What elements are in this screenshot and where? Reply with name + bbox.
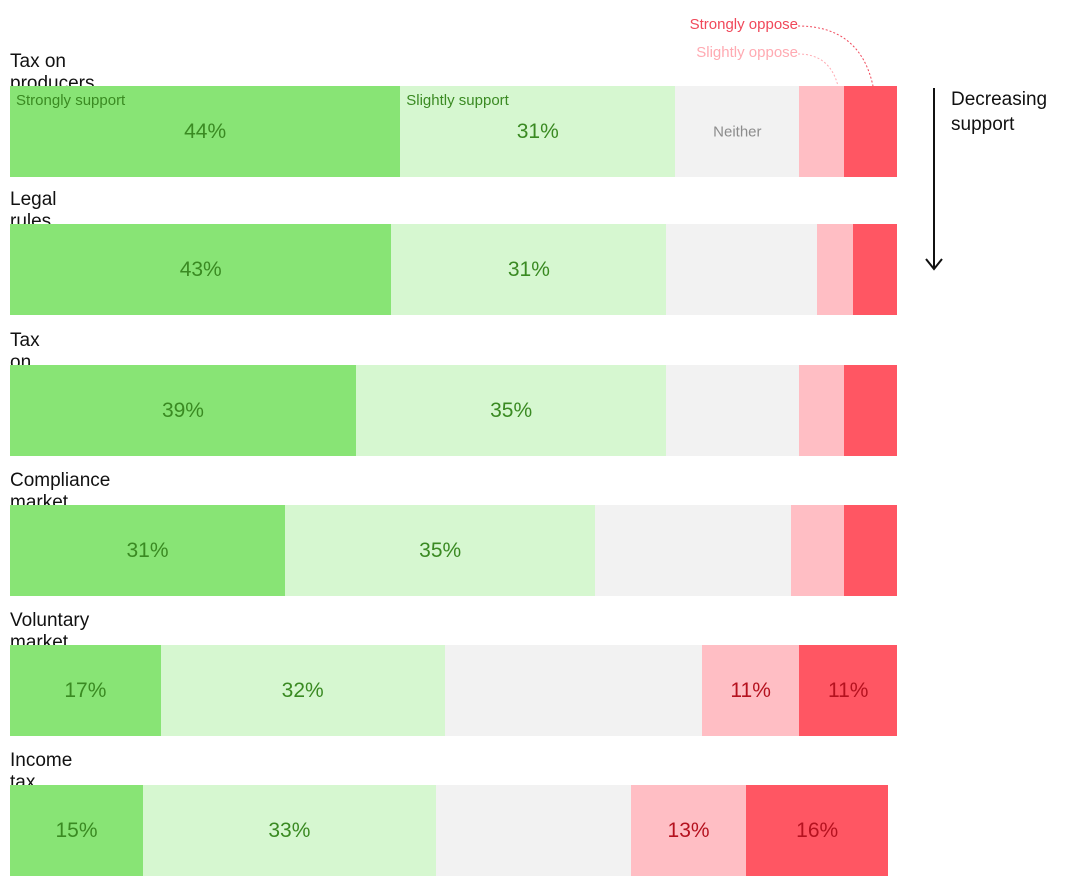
data-label: 11% (730, 678, 771, 702)
legend-leader-lines (797, 25, 874, 87)
data-label: 31% (507, 257, 550, 281)
data-label: 43% (179, 257, 222, 281)
bar-segment-strongly-oppose: 16% (746, 785, 889, 876)
bar-segment-slightly-support: 35% (355, 365, 667, 456)
data-label: 32% (281, 678, 324, 702)
bar-segment-strongly-oppose: 11% (799, 645, 897, 736)
bar-segment-strongly-support: 17% (10, 645, 161, 736)
legend-slightly-oppose: Slightly oppose (696, 44, 798, 61)
bar-segment-strongly-support: 31% (10, 505, 285, 596)
bar-segment-slightly-oppose (817, 224, 853, 315)
data-label: 35% (490, 398, 533, 422)
data-label: 39% (161, 398, 204, 422)
legend-strongly-support: Strongly support (16, 92, 126, 109)
bar-segment-slightly-support: 32% (160, 645, 445, 736)
bar-segment-strongly-support: 43% (10, 224, 392, 315)
bar-segment-neither: Neither (675, 86, 800, 177)
bar-segment-slightly-support: 31% Slightly support (400, 86, 676, 177)
bar-segment-neither (666, 365, 800, 456)
bar-segment-strongly-oppose (843, 86, 897, 177)
bar-segment-slightly-support: 31% (391, 224, 667, 315)
data-label: 44% (184, 119, 227, 143)
data-label: 15% (55, 818, 98, 842)
bar-segment-slightly-oppose: 11% (701, 645, 800, 736)
bar-segment-neither (595, 505, 791, 596)
down-arrow-icon (925, 88, 943, 271)
data-label: 13% (667, 818, 710, 842)
data-label: 17% (64, 678, 107, 702)
bar-segment-slightly-support: 35% (284, 505, 596, 596)
legend-neither: Neither (713, 123, 762, 140)
bar-segment-slightly-oppose (799, 86, 844, 177)
decreasing-support-annotation: Decreasing support (951, 89, 1048, 135)
bar-segment-slightly-oppose (799, 365, 844, 456)
bar-segment-slightly-oppose: 13% (630, 785, 747, 876)
data-label: 35% (419, 538, 462, 562)
bar-segment-strongly-support: 15% (10, 785, 144, 876)
legend-slightly-support: Slightly support (406, 92, 509, 109)
legend-strongly-oppose: Strongly oppose (689, 16, 798, 33)
bar-segment-strongly-oppose (852, 224, 897, 315)
bar-segment-strongly-oppose (843, 505, 897, 596)
data-label: 16% (796, 818, 839, 842)
bar-segment-strongly-oppose (843, 365, 897, 456)
bar-segment-neither (666, 224, 818, 315)
bar-segment-slightly-oppose (790, 505, 844, 596)
data-label: 11% (827, 678, 869, 702)
data-label: 33% (268, 818, 311, 842)
leader-line-slightly-oppose (797, 53, 839, 87)
bar-segment-slightly-support: 33% (143, 785, 436, 876)
data-label: 31% (126, 538, 169, 562)
leader-line-strongly-oppose (797, 25, 874, 87)
bar-segment-strongly-support: 39% (10, 365, 356, 456)
bar-segment-neither (444, 645, 702, 736)
bar-segment-strongly-support: 44% Strongly support (10, 86, 401, 177)
bar-segment-neither (435, 785, 631, 876)
data-label: 31% (516, 119, 559, 143)
